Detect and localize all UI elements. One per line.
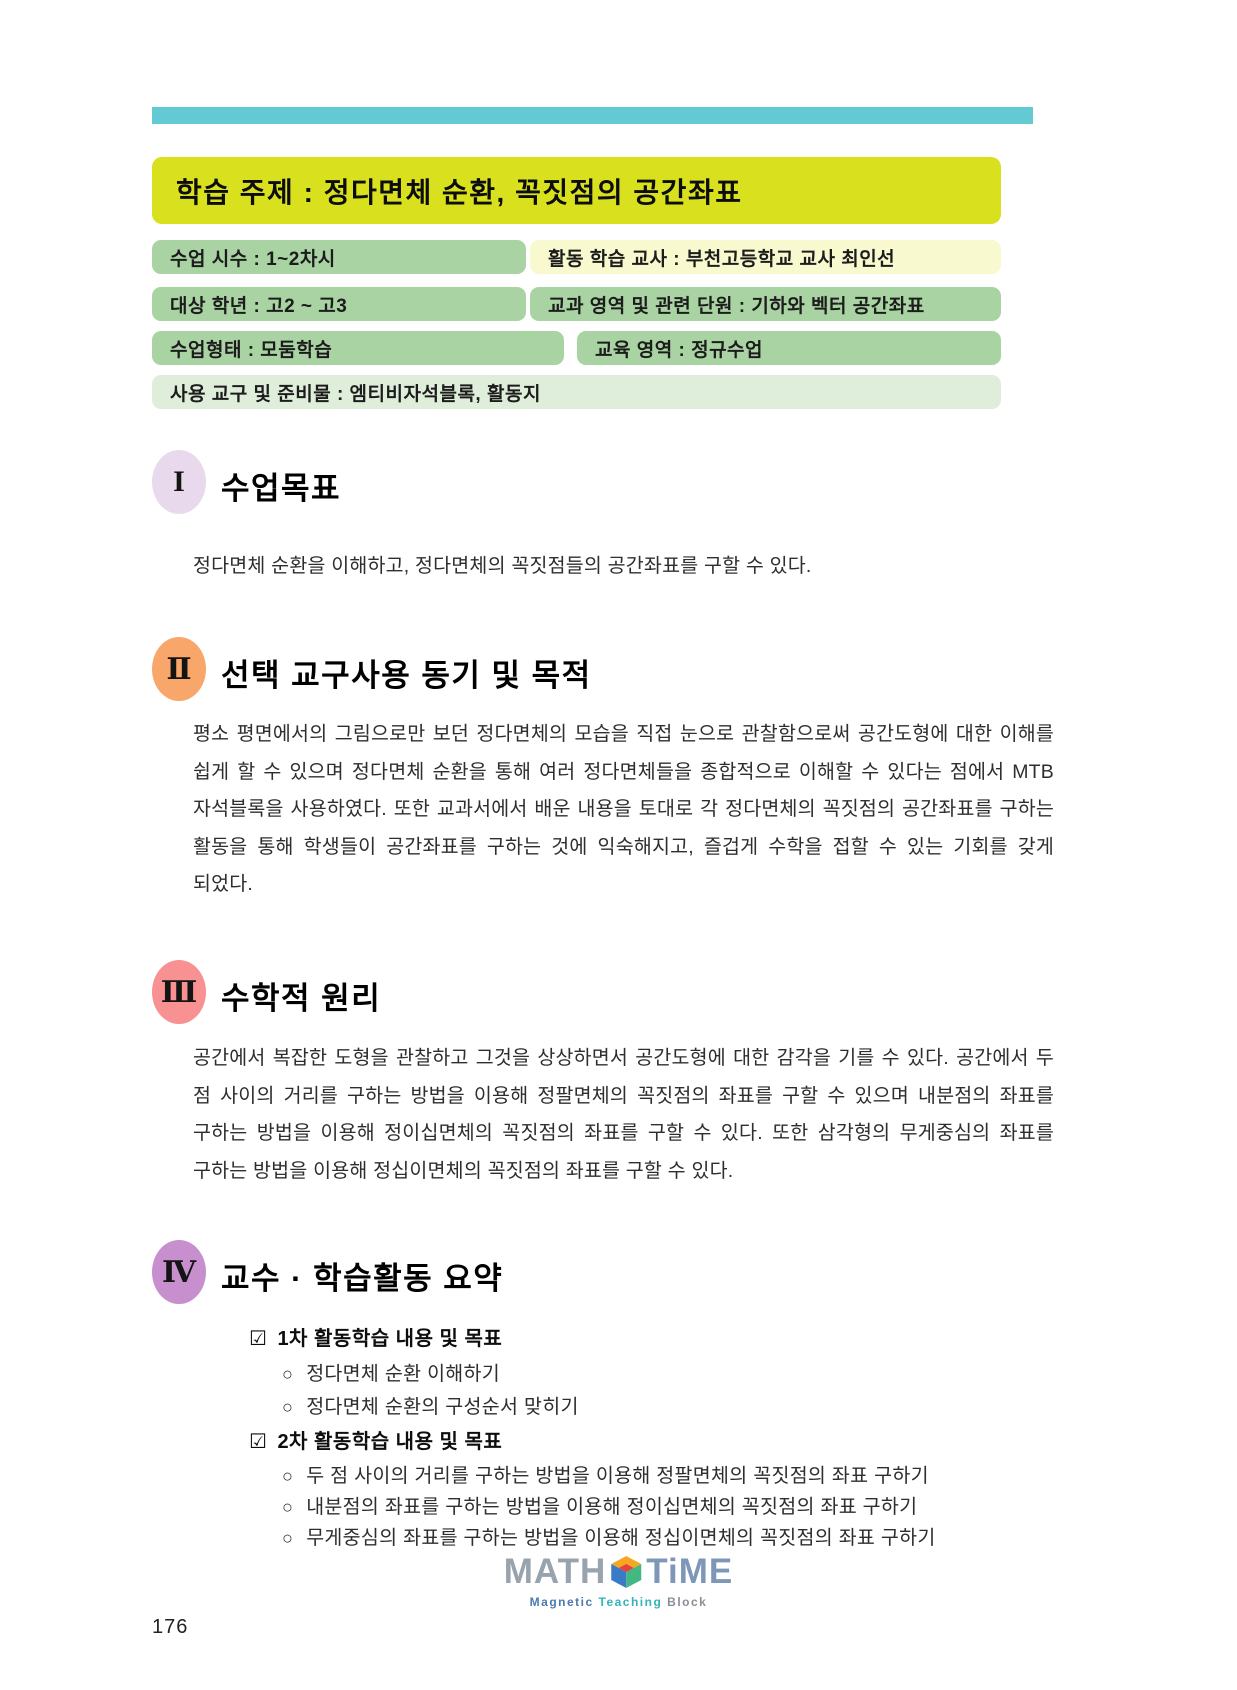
info-class-format: 수업형태 : 모둠학습	[152, 331, 564, 365]
activity-2-item-label: 무게중심의 좌표를 구하는 방법을 이용해 정십이면체의 꼭짓점의 좌표 구하기	[306, 1527, 936, 1549]
section-3-title: 수학적 원리	[221, 981, 382, 1016]
info-subject-unit: 교과 영역 및 관련 단원 : 기하와 벡터 공간좌표	[530, 287, 1001, 321]
section-2-numeral: Ⅱ	[166, 652, 192, 686]
lesson-title-bar: 학습 주제 : 정다면체 순환, 꼭짓점의 공간좌표	[152, 157, 1001, 224]
checkbox-icon: ☑	[249, 1431, 268, 1453]
section-1-title: 수업목표	[221, 471, 342, 506]
circle-bullet-icon: ○	[282, 1528, 294, 1548]
logo-math-text: MATH	[503, 1552, 607, 1591]
section-1-paragraph: 정다면체 순환을 이해하고, 정다면체의 꼭짓점들의 공간좌표를 구할 수 있다…	[193, 555, 812, 577]
info-materials: 사용 교구 및 준비물 : 엠티비자석블록, 활동지	[152, 375, 1001, 409]
section-4-numeral: Ⅳ	[161, 1255, 197, 1289]
circle-bullet-icon: ○	[282, 1397, 294, 1417]
info-class-hours: 수업 시수 : 1~2차시	[152, 240, 526, 274]
top-accent-bar	[152, 107, 1033, 124]
section-2-paragraph: 평소 평면에서의 그림으로만 보던 정다면체의 모습을 직접 눈으로 관찰함으로…	[193, 723, 1054, 896]
activity-1-item-label: 정다면체 순환의 구성순서 맞히기	[306, 1396, 579, 1418]
section-2-badge: Ⅱ	[152, 637, 206, 701]
logo-subtitle-magnetic: Magnetic	[529, 1595, 594, 1609]
info-education-area: 교육 영역 : 정규수업	[577, 331, 1001, 365]
activity-2-heading-label: 2차 활동학습 내용 및 목표	[277, 1431, 503, 1453]
activity-1-item: ○ 정다면체 순환의 구성순서 맞히기	[282, 1390, 579, 1419]
section-4-title: 교수 · 학습활동 요약	[221, 1261, 504, 1296]
activity-2-item-label: 두 점 사이의 거리를 구하는 방법을 이용해 정팔면체의 꼭짓점의 좌표 구하…	[306, 1465, 929, 1487]
activity-2-item: ○ 내분점의 좌표를 구하는 방법을 이용해 정이십면체의 꼭짓점의 좌표 구하기	[282, 1490, 917, 1519]
activity-1-item-label: 정다면체 순환 이해하기	[306, 1363, 501, 1385]
page-number: 176	[152, 1616, 189, 1638]
circle-bullet-icon: ○	[282, 1466, 294, 1486]
section-1-badge: I	[152, 450, 206, 514]
logo-time-text: TiME	[646, 1552, 734, 1591]
section-3-badge: Ⅲ	[152, 960, 206, 1024]
activity-1-heading-label: 1차 활동학습 내용 및 목표	[277, 1328, 503, 1350]
lesson-title: 학습 주제 : 정다면체 순환, 꼭짓점의 공간좌표	[176, 176, 743, 208]
math-time-logo: MATH TiME Magnetic Teaching Block	[504, 1552, 733, 1609]
section-3-numeral: Ⅲ	[160, 975, 198, 1009]
section-4-badge: Ⅳ	[152, 1240, 206, 1304]
cube-icon	[610, 1555, 642, 1589]
activity-1-item: ○ 정다면체 순환 이해하기	[282, 1357, 500, 1386]
activity-2-item: ○ 무게중심의 좌표를 구하는 방법을 이용해 정십이면체의 꼭짓점의 좌표 구하…	[282, 1521, 936, 1550]
info-teacher: 활동 학습 교사 : 부천고등학교 교사 최인선	[530, 240, 1001, 274]
activity-2-heading: ☑ 2차 활동학습 내용 및 목표	[249, 1425, 502, 1454]
section-2-title: 선택 교구사용 동기 및 목적	[221, 658, 592, 693]
info-target-grade: 대상 학년 : 고2 ~ 고3	[152, 287, 526, 321]
circle-bullet-icon: ○	[282, 1497, 294, 1517]
logo-subtitle-teaching: Teaching	[598, 1595, 663, 1609]
activity-1-heading: ☑ 1차 활동학습 내용 및 목표	[249, 1322, 502, 1351]
activity-2-item-label: 내분점의 좌표를 구하는 방법을 이용해 정이십면체의 꼭짓점의 좌표 구하기	[306, 1496, 918, 1518]
activity-2-item: ○ 두 점 사이의 거리를 구하는 방법을 이용해 정팔면체의 꼭짓점의 좌표 구…	[282, 1459, 929, 1488]
checkbox-icon: ☑	[249, 1328, 268, 1350]
logo-subtitle-block: Block	[667, 1595, 708, 1609]
section-3-paragraph: 공간에서 복잡한 도형을 관찰하고 그것을 상상하면서 공간도형에 대한 감각을…	[193, 1047, 1054, 1182]
logo-subtitle: Magnetic Teaching Block	[504, 1595, 733, 1609]
circle-bullet-icon: ○	[282, 1364, 294, 1384]
section-1-numeral: I	[173, 465, 185, 498]
